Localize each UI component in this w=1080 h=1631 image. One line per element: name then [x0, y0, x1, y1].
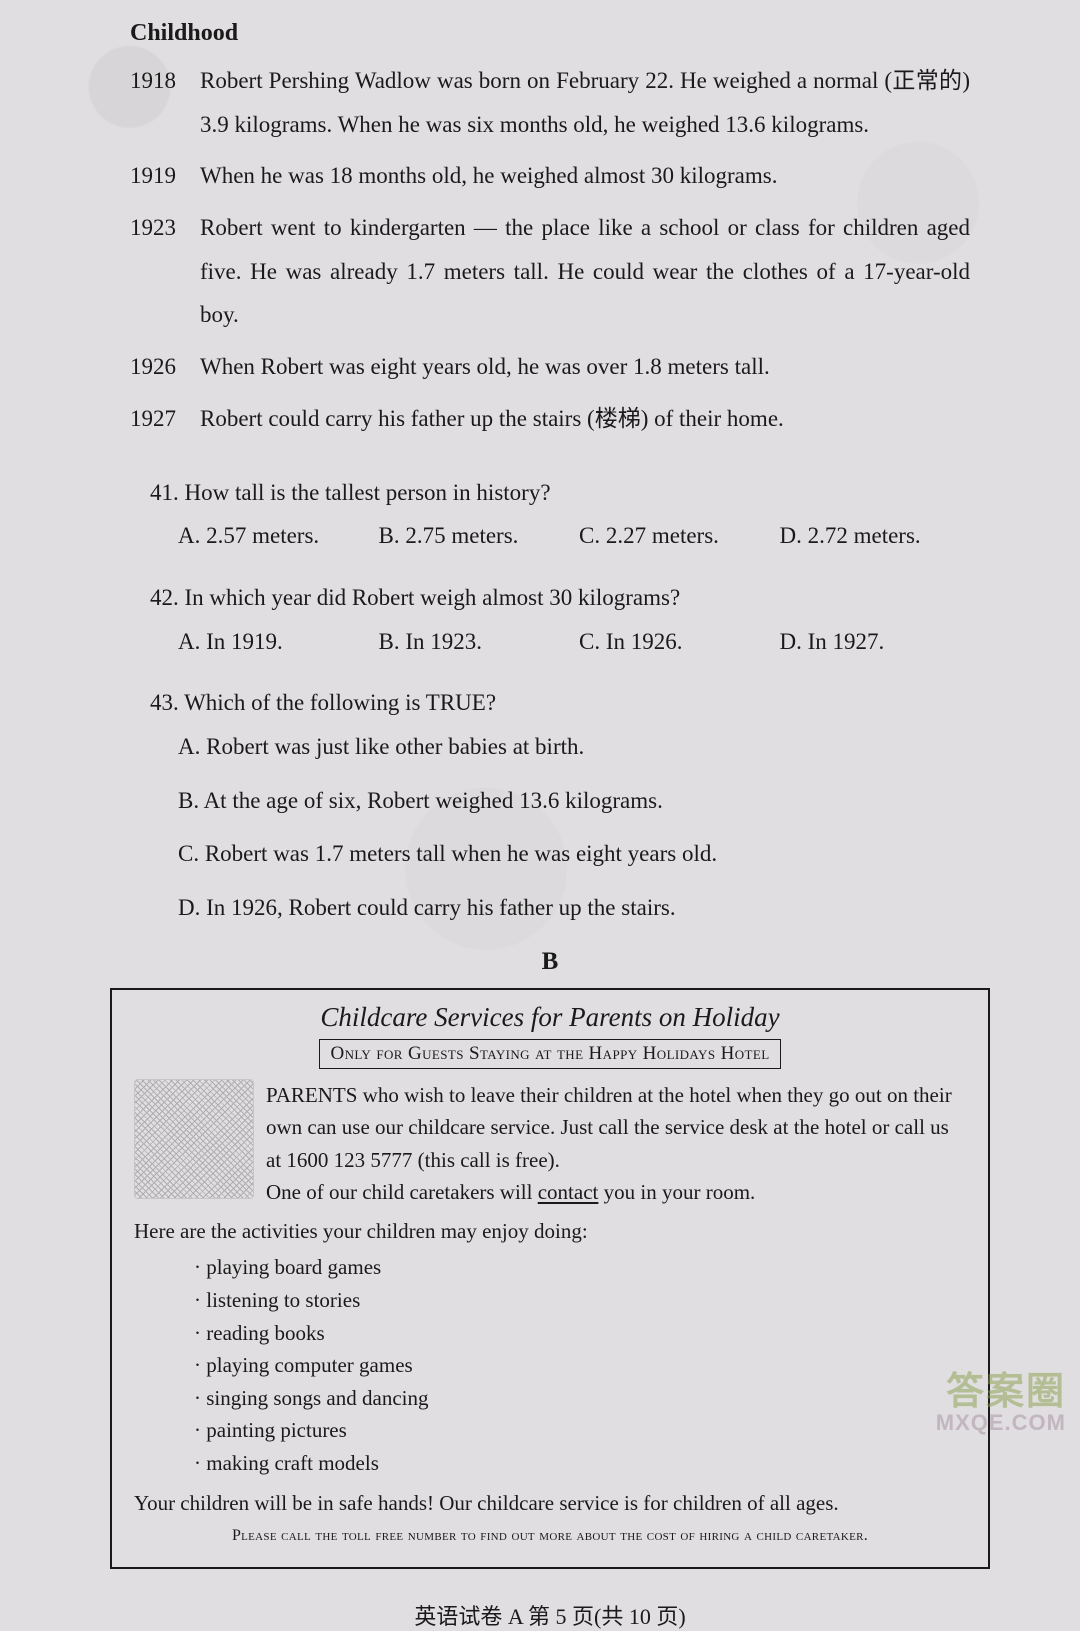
option-b: B. In 1923. [379, 620, 570, 664]
activity-item: singing songs and dancing [194, 1382, 966, 1415]
timeline-year: 1926 [130, 345, 182, 389]
card-subtitle: Only for Guests Staying at the Happy Hol… [319, 1039, 780, 1069]
intro-p2a: One of our child caretakers will [266, 1180, 538, 1204]
timeline-year: 1919 [130, 154, 182, 198]
timeline-row: 1919 When he was 18 months old, he weigh… [130, 154, 970, 198]
timeline-text: Robert went to kindergarten — the place … [200, 206, 970, 337]
card-intro-p2: One of our child caretakers will contact… [266, 1176, 966, 1209]
activities-head: Here are the activities your children ma… [134, 1215, 966, 1248]
card-intro-p1: PARENTS who wish to leave their children… [266, 1079, 966, 1177]
childcare-illustration [134, 1079, 254, 1199]
card-intro: PARENTS who wish to leave their children… [134, 1079, 966, 1209]
option-c: C. In 1926. [579, 620, 770, 664]
timeline-year: 1923 [130, 206, 182, 337]
card-footer: Your children will be in safe hands! Our… [134, 1487, 966, 1520]
timeline-row: 1918 Robert Pershing Wadlow was born on … [130, 59, 970, 146]
timeline-text: Robert could carry his father up the sta… [200, 397, 970, 441]
card-body: PARENTS who wish to leave their children… [134, 1079, 966, 1549]
activity-item: listening to stories [194, 1284, 966, 1317]
card-note: Please call the toll free number to find… [134, 1524, 966, 1549]
timeline-year: 1927 [130, 397, 182, 441]
activity-item: painting pictures [194, 1414, 966, 1447]
section-heading: Childhood [130, 20, 970, 47]
timeline-row: 1927 Robert could carry his father up th… [130, 397, 970, 441]
intro-p2b: you in your room. [598, 1180, 755, 1204]
timeline: 1918 Robert Pershing Wadlow was born on … [130, 59, 970, 441]
option-a: A. In 1919. [178, 620, 369, 664]
option-column: A. Robert was just like other babies at … [150, 725, 970, 930]
activity-item: playing computer games [194, 1349, 966, 1382]
activities-list: playing board games listening to stories… [134, 1251, 966, 1479]
timeline-year: 1918 [130, 59, 182, 146]
timeline-text: When Robert was eight years old, he was … [200, 345, 970, 389]
question-stem: 41. How tall is the tallest person in hi… [150, 471, 970, 515]
activity-item: playing board games [194, 1251, 966, 1284]
page-number: 英语试卷 A 第 5 页(共 10 页) [130, 1599, 970, 1631]
card-title: Childcare Services for Parents on Holida… [134, 1002, 966, 1033]
option-b: B. At the age of six, Robert weighed 13.… [178, 779, 970, 823]
contact-underlined: contact [538, 1180, 599, 1204]
question-43: 43. Which of the following is TRUE? A. R… [150, 681, 970, 929]
option-c: C. Robert was 1.7 meters tall when he wa… [178, 832, 970, 876]
timeline-row: 1926 When Robert was eight years old, he… [130, 345, 970, 389]
timeline-text: When he was 18 months old, he weighed al… [200, 154, 970, 198]
passage-b-label: B [130, 948, 970, 976]
option-row: A. 2.57 meters. B. 2.75 meters. C. 2.27 … [150, 514, 970, 558]
question-stem: 43. Which of the following is TRUE? [150, 681, 970, 725]
option-d: D. In 1927. [780, 620, 971, 664]
option-d: D. In 1926, Robert could carry his fathe… [178, 886, 970, 930]
timeline-row: 1923 Robert went to kindergarten — the p… [130, 206, 970, 337]
question-42: 42. In which year did Robert weigh almos… [150, 576, 970, 663]
watermark-line1: 答案圈 [936, 1360, 1066, 1415]
timeline-text: Robert Pershing Wadlow was born on Febru… [200, 59, 970, 146]
watermark: 答案圈 MXQE.COM [936, 1360, 1066, 1436]
question-41: 41. How tall is the tallest person in hi… [150, 471, 970, 558]
childcare-card: Childcare Services for Parents on Holida… [110, 988, 990, 1569]
card-intro-text: PARENTS who wish to leave their children… [266, 1079, 966, 1209]
option-a: A. Robert was just like other babies at … [178, 725, 970, 769]
option-c: C. 2.27 meters. [579, 514, 770, 558]
question-stem: 42. In which year did Robert weigh almos… [150, 576, 970, 620]
option-row: A. In 1919. B. In 1923. C. In 1926. D. I… [150, 620, 970, 664]
activity-item: reading books [194, 1317, 966, 1350]
option-b: B. 2.75 meters. [379, 514, 570, 558]
option-a: A. 2.57 meters. [178, 514, 369, 558]
watermark-line2: MXQE.COM [936, 1410, 1066, 1436]
questions: 41. How tall is the tallest person in hi… [130, 471, 970, 930]
option-d: D. 2.72 meters. [780, 514, 971, 558]
activity-item: making craft models [194, 1447, 966, 1480]
